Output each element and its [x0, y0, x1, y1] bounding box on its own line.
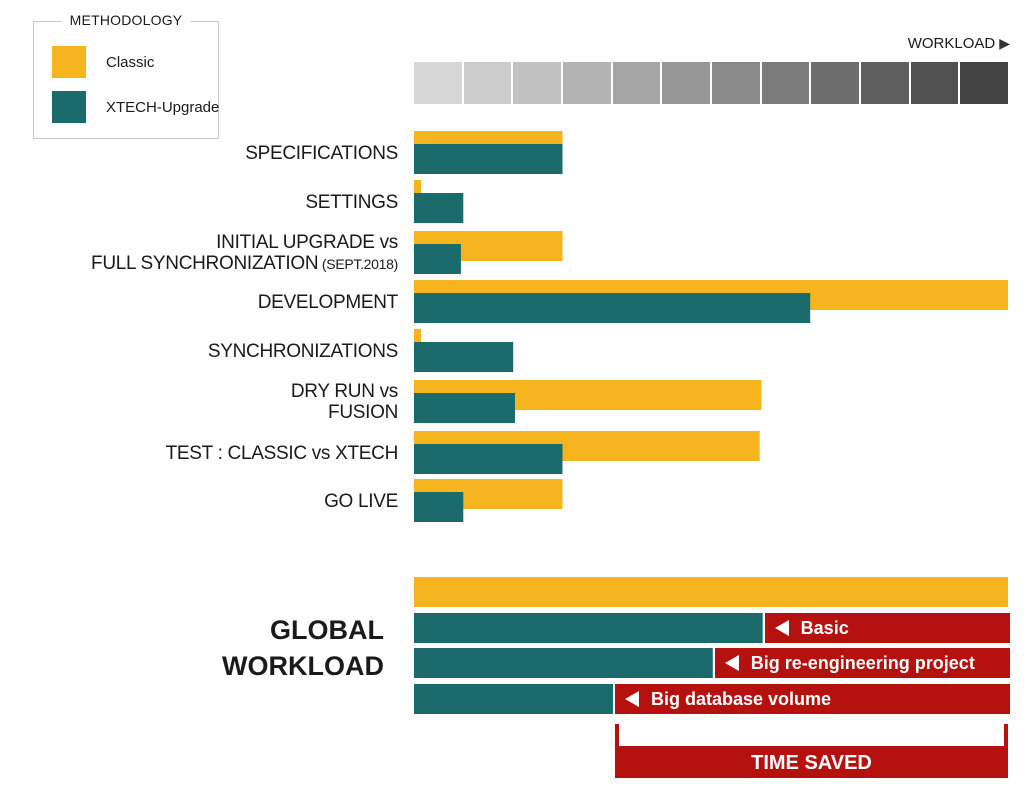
legend-title: METHODOLOGY — [61, 12, 191, 28]
time-saved-bracket — [615, 724, 1008, 750]
legend-item-classic: Classic — [52, 46, 154, 78]
legend-swatch-classic — [52, 46, 86, 78]
category-label-test: TEST : CLASSIC vs XTECH — [165, 442, 399, 464]
legend-item-xtech: XTECH-Upgrade — [52, 91, 219, 123]
legend-label-xtech: XTECH-Upgrade — [106, 98, 220, 116]
category-label-line: SYNCHRONIZATIONS — [207, 340, 398, 362]
arrow-left-icon — [774, 620, 789, 636]
category-label-line: TEST : CLASSIC vs XTECH — [165, 442, 399, 464]
workload-gradient-segment — [761, 62, 812, 104]
time-saved-tag-label: Basic — [800, 617, 849, 638]
bar-xtech-dry-run — [414, 393, 515, 423]
category-label-line: SETTINGS — [305, 191, 398, 213]
global-workload-title: GLOBAL WORKLOAD — [222, 612, 384, 684]
bar-xtech-go-live — [414, 492, 464, 522]
workload-gradient-segment — [463, 62, 514, 104]
workload-gradient-segment — [910, 62, 961, 104]
legend-label-classic: Classic — [106, 53, 155, 71]
workload-gradient-segment — [414, 62, 464, 104]
workload-gradient-segment — [563, 62, 613, 104]
bar-global-classic — [414, 577, 1008, 607]
workload-gradient-segment — [513, 62, 564, 104]
category-label-line: FULL SYNCHRONIZATION (SEPT.2018) — [91, 253, 398, 274]
bar-global-xtech-0 — [414, 613, 763, 643]
workload-gradient-segment — [861, 62, 911, 104]
time-saved-tag: Big re-engineering project — [714, 648, 1010, 678]
category-label-line: GO LIVE — [324, 490, 398, 512]
workload-axis-label: WORKLOAD ▶ — [908, 35, 1010, 52]
arrow-right-icon: ▶ — [999, 35, 1010, 51]
workload-gradient-segment — [662, 62, 713, 104]
time-saved-tag: Basic — [764, 613, 1010, 643]
category-label-specifications: SPECIFICATIONS — [245, 143, 398, 164]
category-label-synchronizations: SYNCHRONIZATIONS — [208, 341, 398, 362]
time-saved-label: TIME SAVED — [615, 748, 1008, 778]
global-workload-title-line-2: WORKLOAD — [222, 651, 384, 681]
category-label-initial-upgrade: INITIAL UPGRADE vs FULL SYNCHRONIZATION (… — [91, 232, 398, 275]
workload-gradient-segment — [960, 62, 1009, 104]
bar-xtech-initial-upgrade — [414, 244, 461, 274]
arrow-left-icon — [624, 691, 639, 707]
global-workload-title-line-1: GLOBAL — [270, 615, 384, 645]
bar-xtech-synchronizations — [414, 342, 514, 372]
category-label-line: INITIAL UPGRADE vs — [216, 232, 398, 253]
category-label-line: FUSION — [328, 402, 398, 423]
category-label-line: DRY RUN vs — [290, 381, 398, 402]
bar-xtech-settings — [414, 193, 464, 223]
bar-global-xtech-2 — [414, 684, 613, 714]
time-saved-tag-label: Big re-engineering project — [750, 652, 975, 673]
workload-gradient-segment — [811, 62, 862, 104]
time-saved-tag-label: Big database volume — [650, 688, 832, 709]
arrow-left-icon — [724, 655, 739, 671]
time-saved-tag: Big database volume — [614, 684, 1010, 714]
category-label-go-live: GO LIVE — [324, 491, 398, 512]
legend-swatch-xtech — [52, 91, 86, 123]
category-label-settings: SETTINGS — [305, 192, 398, 213]
workload-gradient-segment — [712, 62, 762, 104]
bar-xtech-specifications — [414, 144, 563, 174]
category-label-dry-run: DRY RUN vs FUSION — [291, 381, 398, 423]
category-label-line: DEVELOPMENT — [257, 291, 399, 313]
bar-xtech-test — [414, 444, 563, 474]
category-label-development: DEVELOPMENT — [257, 291, 399, 313]
workload-axis-text: WORKLOAD — [907, 35, 996, 52]
workload-gradient-segment — [612, 62, 663, 104]
legend: METHODOLOGY Classic XTECH-Upgrade — [33, 12, 219, 139]
bar-global-xtech-1 — [414, 648, 713, 678]
bar-xtech-development — [414, 293, 811, 323]
category-label-line: SPECIFICATIONS — [245, 142, 398, 164]
workload-gradient-bar — [414, 62, 1009, 104]
